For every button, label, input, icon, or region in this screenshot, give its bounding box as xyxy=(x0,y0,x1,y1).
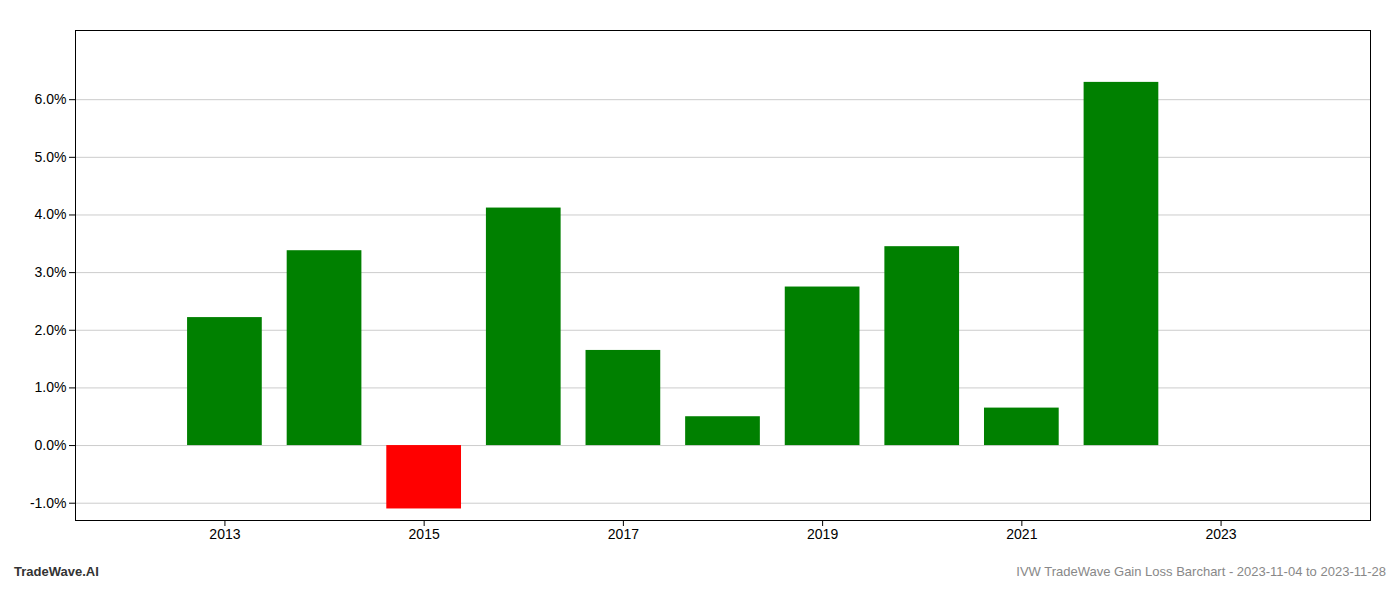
svg-text:2017: 2017 xyxy=(608,526,639,542)
svg-text:4.0%: 4.0% xyxy=(35,206,67,222)
svg-text:2021: 2021 xyxy=(1006,526,1037,542)
html-text:TradeWave.AI: TradeWave.AI xyxy=(14,564,99,579)
svg-text:3.0%: 3.0% xyxy=(35,264,67,280)
svg-text:0.0%: 0.0% xyxy=(35,437,67,453)
svg-text:2019: 2019 xyxy=(807,526,838,542)
svg-text:2013: 2013 xyxy=(209,526,240,542)
svg-text:5.0%: 5.0% xyxy=(35,149,67,165)
svg-text:-1.0%: -1.0% xyxy=(30,495,67,511)
svg-text:2015: 2015 xyxy=(409,526,440,542)
svg-text:6.0%: 6.0% xyxy=(35,91,67,107)
svg-text:1.0%: 1.0% xyxy=(35,379,67,395)
html-text:IVW TradeWave Gain Loss Barcha: IVW TradeWave Gain Loss Barchart - 2023-… xyxy=(1016,564,1386,579)
svg-text:2.0%: 2.0% xyxy=(35,322,67,338)
svg-text:2023: 2023 xyxy=(1205,526,1236,542)
